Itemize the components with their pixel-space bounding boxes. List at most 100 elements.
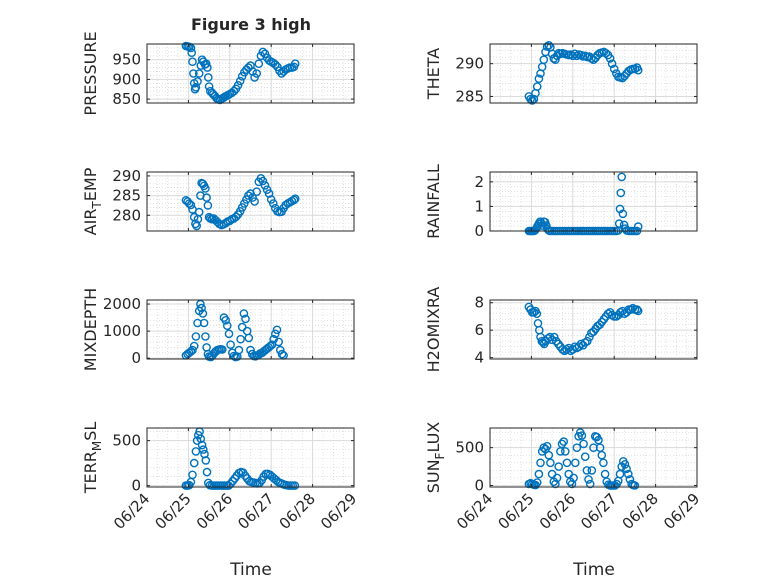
y-axis-label-rest: SL — [81, 422, 100, 441]
data-point — [633, 65, 643, 75]
data-point — [191, 83, 201, 92]
axes-box — [146, 171, 355, 232]
data-point — [244, 333, 254, 343]
data-point — [258, 47, 268, 57]
y-axis-label-base: SUN — [424, 459, 443, 493]
data-point — [534, 469, 544, 479]
data-point — [633, 306, 643, 316]
data-point — [203, 63, 212, 72]
data-point — [583, 336, 592, 346]
data-points — [524, 428, 640, 490]
axes-box — [146, 299, 355, 360]
data-point — [546, 458, 555, 468]
axes-box — [146, 427, 355, 488]
data-point — [199, 318, 209, 328]
data-point — [221, 218, 230, 228]
data-point — [594, 435, 603, 445]
data-point — [532, 478, 542, 487]
data-point — [260, 181, 270, 190]
data-point — [562, 345, 571, 354]
data-point — [203, 73, 213, 82]
y-axis-label-subscript: F — [433, 452, 447, 459]
data-point — [239, 309, 249, 318]
y-axis-label: PRESSURE — [81, 31, 100, 115]
data-point — [197, 440, 207, 450]
data-point — [236, 334, 245, 344]
y-axis-label-subscript: M — [90, 441, 104, 451]
y-tick-label: 2000 — [103, 295, 141, 313]
data-point — [254, 59, 264, 69]
data-point — [252, 187, 262, 196]
x-tick-label: 06/25 — [494, 490, 537, 533]
x-tick-label: 06/27 — [234, 490, 277, 533]
data-point — [571, 458, 580, 468]
y-tick-label: 285 — [455, 87, 484, 105]
y-tick-label: 285 — [112, 187, 141, 205]
y-axis-label: RAINFALL — [424, 164, 443, 239]
data-point — [605, 54, 615, 63]
plot-area — [490, 172, 697, 231]
y-tick-label: 500 — [455, 439, 484, 457]
y-tick-label: 2 — [474, 173, 484, 191]
y-axis-label: THETA — [424, 48, 443, 100]
data-point — [196, 434, 206, 444]
data-point — [189, 69, 198, 78]
x-tick-label: 06/28 — [619, 490, 662, 533]
y-axis-label: SUNFLUX — [424, 422, 447, 494]
data-point — [224, 329, 234, 339]
data-point — [202, 193, 211, 202]
data-point — [607, 59, 617, 69]
data-point — [186, 200, 196, 210]
y-tick-label: 290 — [455, 55, 484, 73]
data-point — [241, 314, 250, 324]
data-point — [630, 481, 640, 490]
data-point — [203, 201, 213, 210]
axes-box — [489, 299, 698, 360]
data-point — [620, 71, 629, 81]
y-tick-label: 500 — [112, 432, 141, 450]
y-axis-label-base: AIR — [81, 209, 100, 236]
data-point — [290, 481, 300, 490]
data-point — [290, 59, 300, 69]
data-point — [233, 81, 243, 90]
y-tick-label: 0 — [131, 477, 141, 495]
data-point — [616, 188, 626, 198]
data-point — [277, 349, 287, 359]
axes-box — [489, 43, 698, 104]
data-point — [572, 443, 582, 453]
data-point — [601, 48, 611, 58]
data-point — [229, 86, 239, 96]
data-point — [290, 194, 300, 203]
data-point — [188, 57, 197, 67]
x-tick-label: 06/24 — [453, 490, 496, 533]
y-tick-label: 4 — [474, 349, 484, 367]
rainfall-panel: 0 1 2 RAINFALL — [424, 164, 698, 240]
y-axis-label: H2OMIXRA — [424, 287, 443, 373]
data-point — [551, 55, 560, 65]
data-point — [532, 309, 542, 319]
data-point — [618, 209, 628, 219]
minor-grid — [490, 428, 697, 487]
data-point — [217, 345, 227, 354]
data-point — [622, 464, 631, 474]
data-point — [198, 445, 208, 454]
x-axis-label-right: Time — [572, 560, 615, 580]
data-point — [234, 345, 244, 355]
data-point — [544, 41, 554, 50]
data-point — [532, 82, 542, 91]
axes-box — [489, 427, 698, 488]
data-point — [567, 479, 577, 489]
data-point — [534, 74, 544, 83]
data-point — [201, 59, 211, 69]
data-point — [633, 222, 643, 231]
data-point — [226, 340, 235, 350]
x-tick-label: 06/24 — [110, 490, 153, 533]
x-tick-label: 06/26 — [193, 490, 236, 533]
major-grid — [147, 172, 354, 231]
data-point — [617, 172, 627, 182]
data-point — [244, 191, 253, 200]
data-point — [559, 437, 569, 446]
data-point — [235, 76, 245, 86]
data-point — [252, 69, 262, 78]
data-point — [274, 337, 284, 347]
